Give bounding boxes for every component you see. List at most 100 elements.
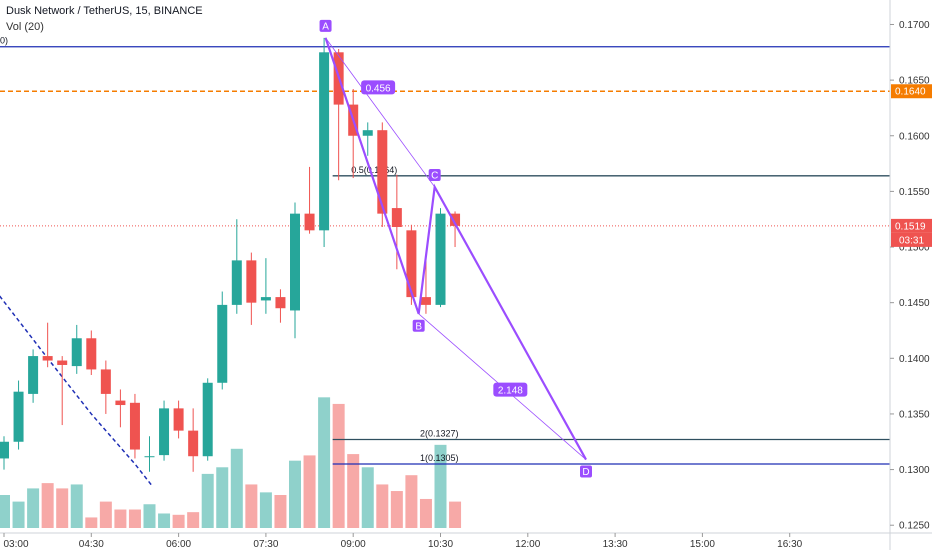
time-tick-label: 12:00 [515, 539, 540, 550]
time-axis[interactable]: 03:00 04:30 06:00 07:30 09:00 10:30 12:00 13:30… [0, 532, 932, 550]
volume-bar [114, 509, 127, 528]
pattern-point-c: C [428, 168, 441, 181]
volume-bar [274, 495, 287, 528]
candle-body [129, 402, 140, 450]
candle-body [144, 456, 155, 458]
candle-body [406, 230, 417, 298]
volume-indicator-label: Vol (20) [6, 21, 44, 33]
candle-body [0, 441, 9, 459]
volume-bar [390, 491, 403, 528]
price-tag: 0.1640 [891, 84, 932, 99]
candle-body [188, 430, 199, 457]
time-tick-label: 07:30 [253, 539, 278, 550]
pattern-point-label: B [415, 321, 422, 332]
time-tick-label: 16:30 [777, 539, 802, 550]
pattern-ratio-badge [493, 382, 528, 397]
abcd-pattern[interactable]: A B C D 0.456 2.148 [319, 19, 592, 478]
candle-body [100, 369, 111, 394]
price-tick-label: 0.1250 [899, 521, 930, 532]
volume-bar [187, 512, 200, 528]
time-tick-label: 10:30 [428, 539, 453, 550]
volume-bar [172, 514, 185, 528]
candle-body [173, 408, 184, 431]
candle-body [71, 338, 82, 367]
volume-bar [449, 501, 462, 528]
volume-bar [376, 484, 389, 528]
price-tag-box [891, 218, 932, 233]
volume-bar [245, 484, 258, 528]
countdown-label: 03:31 [899, 235, 924, 246]
pattern-point-badge [580, 465, 592, 478]
horizontal-levels: 0) 0.5(0.1564) 2(0.1327) 1(0.1305) [0, 36, 890, 487]
price-tick-label: 0.1400 [899, 354, 930, 365]
volume-bar [347, 454, 360, 528]
pattern-point-badge [428, 168, 441, 181]
candle-body [159, 408, 170, 456]
level-label: 0) [0, 36, 8, 46]
level-label: 0.5(0.1564) [351, 165, 397, 175]
candle-body [362, 130, 373, 136]
pattern-line [325, 37, 436, 188]
volume-bar [419, 498, 432, 528]
price-tick-label: 0.1600 [899, 131, 930, 142]
pattern-ratio-label: 2.148 [498, 386, 523, 397]
price-tag: 0.1519 [891, 218, 932, 233]
trend-line [0, 295, 154, 487]
candle-body [275, 297, 286, 309]
volume-bar [70, 484, 83, 528]
volume-bar [361, 467, 374, 528]
volume-bar [230, 448, 243, 528]
volume-bar [99, 501, 112, 528]
volume-bar [12, 501, 25, 528]
volume-bar [332, 403, 345, 528]
price-tick-label: 0.1700 [899, 20, 930, 31]
candle-body [260, 297, 271, 301]
pattern-ratio-badge [361, 80, 396, 95]
price-axis[interactable]: 0.1700 0.1650 0.1600 0.1550 0.1500 0.1450 0.14… [889, 0, 932, 550]
price-tick-label: 0.1500 [899, 243, 930, 254]
pattern-point-a: A [319, 19, 332, 32]
level-label: 2(0.1327) [420, 429, 459, 439]
price-tag-box [891, 84, 932, 99]
candle-body [86, 338, 97, 370]
volume-bar [143, 504, 156, 528]
candle-body [115, 400, 126, 406]
volume-bar [259, 492, 272, 528]
time-tick-label: 09:00 [341, 539, 366, 550]
pattern-ratio-label: 0.456 [366, 83, 391, 94]
volume-bar [158, 513, 171, 528]
time-tick-label: 06:00 [166, 539, 191, 550]
price-tick-label: 0.1450 [899, 298, 930, 309]
candle-body [420, 297, 431, 305]
countdown-tag: 03:31 [891, 232, 932, 247]
volume-bar [201, 473, 214, 528]
volume-bar [27, 488, 40, 528]
pattern-point-badge [319, 19, 332, 32]
candle-body [450, 213, 461, 226]
volume-bar [405, 475, 418, 528]
price-tag-label: 0.1519 [895, 221, 926, 232]
volume-bar [318, 397, 331, 528]
time-tick-label: 03:00 [3, 539, 28, 550]
symbol-title: Dusk Network / TetherUS, 15, BINANCE [6, 5, 203, 17]
pattern-legs [324, 37, 587, 461]
candle-body [246, 260, 257, 303]
candle-body [304, 213, 315, 231]
volume-bar [41, 483, 54, 528]
pattern-point-b: B [412, 319, 425, 332]
volume-bars [0, 397, 462, 528]
candle-body [13, 391, 24, 442]
candle-body [290, 213, 300, 311]
pattern-point-label: D [582, 467, 589, 478]
pattern-ratio: 2.148 [493, 382, 528, 397]
pattern-ratio: 0.456 [361, 80, 396, 95]
volume-bar [216, 467, 229, 528]
volume-bar [85, 517, 98, 528]
volume-bar [434, 444, 447, 528]
candle-body [391, 208, 402, 227]
time-tick-label: 13:30 [603, 539, 628, 550]
volume-bar [56, 488, 69, 528]
candle-body [57, 360, 68, 365]
price-tick-label: 0.1550 [899, 187, 930, 198]
